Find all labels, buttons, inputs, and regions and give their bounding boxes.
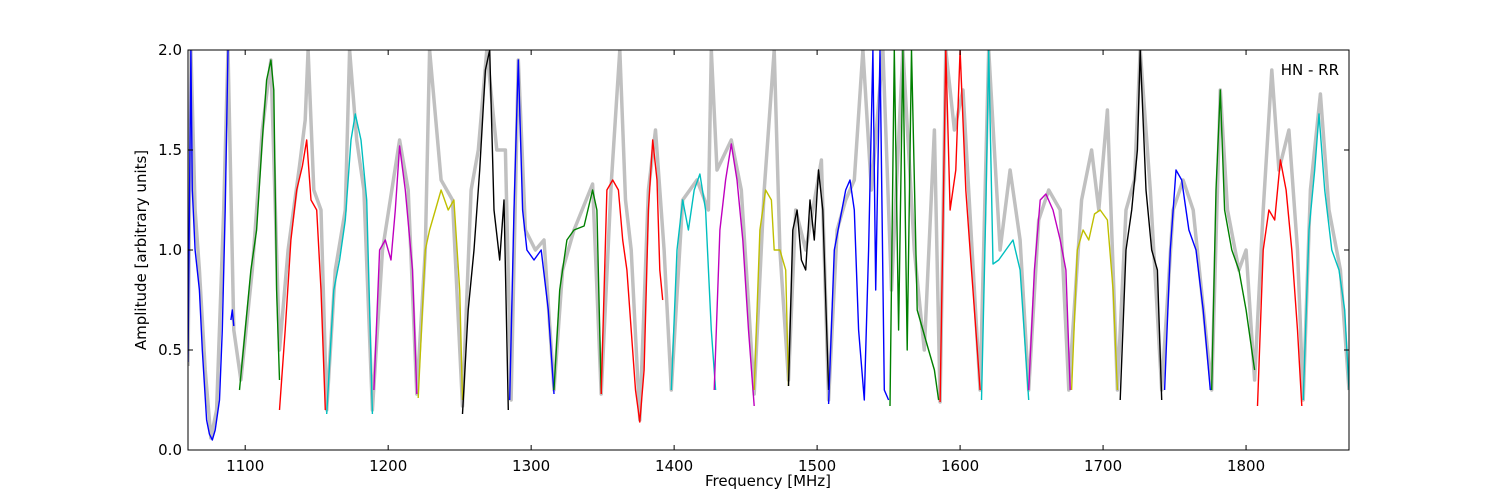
series-line-21 xyxy=(1119,50,1163,401)
series-line-5 xyxy=(373,145,418,395)
series-line-18 xyxy=(980,50,1030,401)
series-line-0 xyxy=(188,50,229,441)
y-tick-label: 1.5 xyxy=(158,141,182,159)
series-line-8 xyxy=(509,59,555,401)
series-line-9 xyxy=(553,189,602,395)
series-line-1 xyxy=(230,309,235,327)
series-line-13 xyxy=(753,189,790,391)
y-tick-label: 2.0 xyxy=(158,41,182,59)
x-tick-label: 1600 xyxy=(941,457,979,475)
y-tick-label: 1.0 xyxy=(158,241,182,259)
series-line-22 xyxy=(1163,169,1211,391)
y-axis-title: Amplitude [arbitrary units] xyxy=(132,150,150,350)
x-axis-title: Frequency [MHz] xyxy=(705,472,831,490)
x-tick-label: 1800 xyxy=(1227,457,1265,475)
series-line-24 xyxy=(1256,159,1303,407)
x-tick-label: 1500 xyxy=(798,457,836,475)
x-tick-label: 1300 xyxy=(512,457,550,475)
series-line-23 xyxy=(1211,89,1256,391)
series-line-12 xyxy=(713,143,755,407)
series-line-25 xyxy=(1302,113,1349,401)
series-line-16 xyxy=(889,50,940,407)
y-tick-label: 0.0 xyxy=(158,441,182,459)
legend-label: HN - RR xyxy=(1281,61,1339,79)
series-line-11 xyxy=(670,173,717,391)
series-line-7 xyxy=(461,50,509,415)
series-line-17 xyxy=(939,50,981,403)
x-tick-label: 1400 xyxy=(655,457,693,475)
series-line-19 xyxy=(1028,193,1071,391)
series-line-2 xyxy=(238,59,281,391)
series-line-14 xyxy=(787,169,830,391)
axis-ticks: 1100 1200 1300 1400 1500 1600 1700 1800 0.0 0.5 1.… xyxy=(158,41,1349,475)
series-line-6 xyxy=(417,189,464,401)
series-line-20 xyxy=(1070,209,1119,391)
series-line-15 xyxy=(827,50,890,405)
x-tick-label: 1200 xyxy=(369,457,407,475)
y-tick-label: 0.5 xyxy=(158,341,182,359)
series-layer xyxy=(188,50,1349,441)
series-line-10 xyxy=(600,139,664,423)
x-tick-label: 1100 xyxy=(226,457,264,475)
x-tick-label: 1700 xyxy=(1084,457,1122,475)
series-line-4 xyxy=(326,113,374,415)
series-line-3 xyxy=(278,139,326,411)
